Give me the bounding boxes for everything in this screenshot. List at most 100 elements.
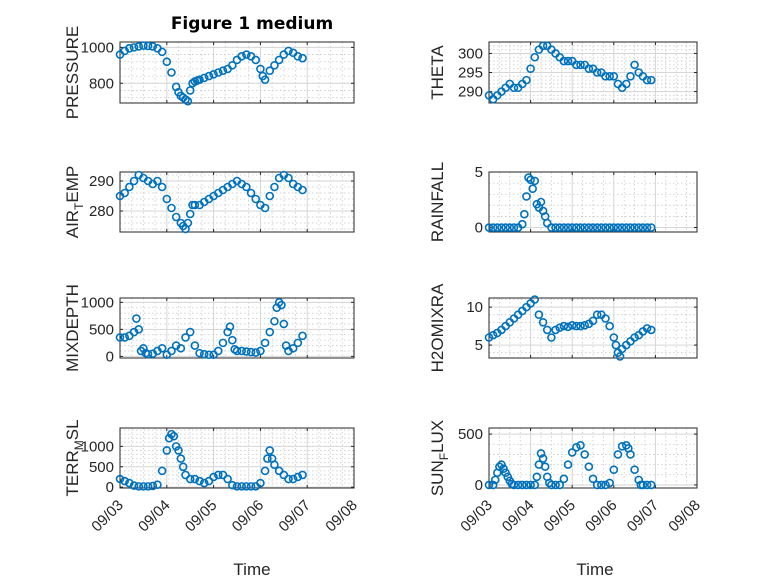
data-point (530, 52, 540, 62)
data-point (601, 480, 610, 490)
data-point (120, 188, 129, 198)
data-point (584, 64, 594, 73)
data-point (256, 64, 265, 74)
data-point (547, 223, 556, 232)
data-point (580, 450, 589, 459)
data-point (551, 325, 560, 335)
y-tick-label: 1000 (81, 39, 114, 56)
data-point (218, 338, 228, 348)
data-point (572, 321, 581, 331)
data-point (213, 68, 223, 77)
data-point (526, 480, 535, 490)
data-point (626, 223, 635, 232)
data-point (484, 333, 494, 342)
data-point (284, 46, 293, 56)
x-tick-label: 09/07 (275, 497, 314, 536)
y-tick-label: 300 (458, 45, 483, 62)
data-point (120, 333, 129, 342)
x-tick-label: 09/03 (457, 497, 496, 536)
data-point (588, 474, 598, 484)
data-point (522, 480, 531, 490)
data-point (298, 331, 307, 341)
data-point (148, 42, 158, 51)
data-point (646, 75, 656, 85)
data-point (536, 449, 546, 458)
axes-box (488, 297, 698, 359)
data-point (509, 83, 519, 93)
data-point (580, 321, 589, 330)
data-point (125, 182, 134, 192)
data-point (522, 192, 531, 201)
data-point (597, 480, 606, 490)
x-tick-label: 09/08 (322, 497, 361, 536)
data-point (597, 223, 606, 232)
data-point (153, 176, 162, 186)
data-point (530, 480, 540, 490)
y-tick-label: 0 (106, 348, 114, 365)
data-point (542, 218, 552, 228)
x-tick-label: 09/08 (665, 497, 704, 536)
data-point (143, 41, 153, 51)
data-point (542, 325, 552, 335)
data-point (195, 75, 204, 84)
data-point (588, 223, 598, 232)
data-point (609, 333, 619, 342)
data-point (237, 52, 246, 61)
data-point (190, 474, 200, 484)
data-point (265, 327, 275, 337)
data-point (642, 324, 652, 333)
data-point (524, 173, 533, 182)
data-point (260, 338, 270, 348)
data-point (501, 468, 510, 478)
data-point (139, 41, 148, 50)
data-point (157, 47, 167, 57)
data-point (621, 223, 631, 232)
data-point (246, 188, 256, 198)
data-point (199, 349, 209, 359)
data-point (534, 310, 544, 320)
data-point (555, 480, 565, 490)
data-point (642, 75, 652, 85)
y-tick-label: 800 (89, 75, 114, 92)
data-point (265, 191, 275, 201)
data-point (646, 223, 656, 232)
data-point (242, 182, 251, 192)
data-point (270, 460, 279, 470)
axes-box (488, 171, 698, 233)
data-point (630, 223, 639, 232)
data-point (143, 349, 153, 359)
x-tick-label: 09/04 (135, 497, 174, 536)
data-point (167, 346, 176, 356)
data-point (630, 465, 639, 474)
data-point (293, 52, 303, 61)
data-point (526, 175, 535, 185)
data-point (260, 203, 270, 213)
data-point (520, 209, 529, 219)
y-axis-label: SUNFLUX (428, 420, 451, 496)
data-point (185, 474, 195, 484)
data-point (288, 343, 298, 353)
data-point (572, 223, 581, 232)
data-point (522, 75, 531, 85)
data-point (284, 474, 293, 484)
data-point (125, 43, 134, 53)
data-point (559, 321, 569, 331)
data-point (611, 340, 621, 350)
data-point (584, 462, 594, 471)
data-point (223, 474, 232, 484)
data-point (185, 86, 195, 95)
data-point (157, 182, 167, 192)
data-point (497, 223, 506, 232)
data-point (495, 462, 504, 471)
y-tick-label: 500 (89, 321, 114, 338)
data-point (576, 321, 585, 331)
data-point (634, 223, 644, 232)
y-tick-label: 5 (475, 164, 483, 181)
data-point (588, 316, 598, 326)
y-axis-label: MIXDEPTH (63, 284, 82, 372)
y-tick-label: 1000 (81, 294, 114, 311)
data-point (484, 480, 494, 490)
data-point (528, 184, 537, 193)
